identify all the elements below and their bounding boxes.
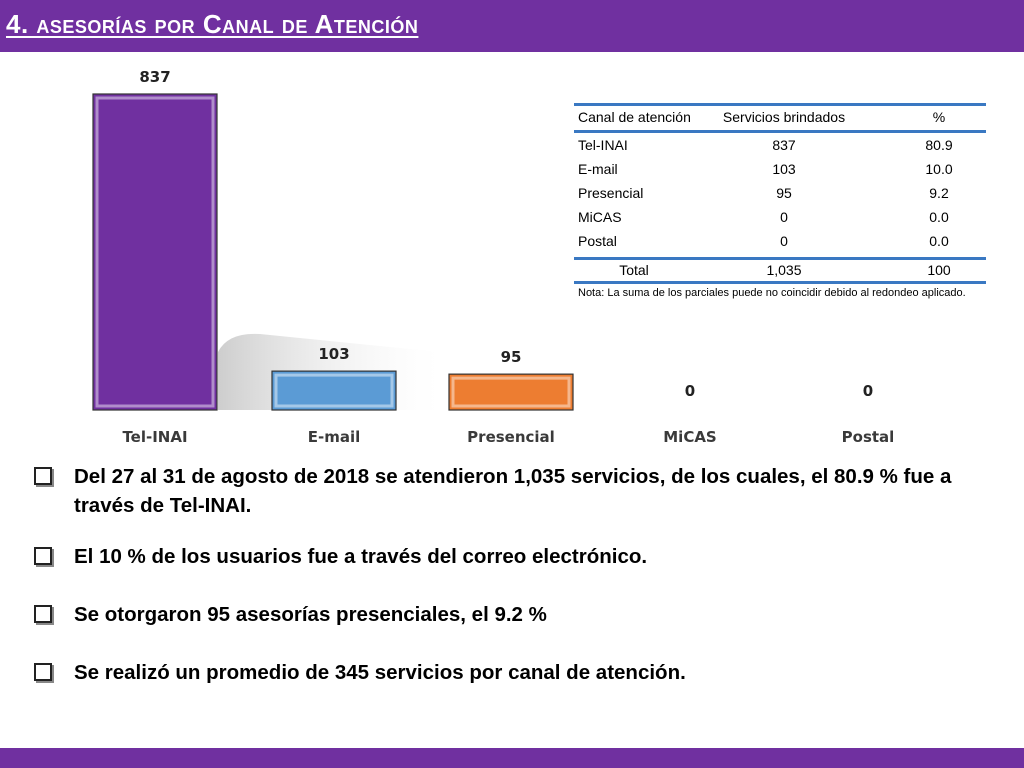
category-label: MiCAS	[663, 428, 717, 446]
slide-title: 4. asesorías por Canal de Atención	[6, 9, 419, 39]
category-label: Presencial	[467, 428, 555, 446]
table-note: Nota: La suma de los parciales puede no …	[578, 287, 966, 299]
table-cell: 837	[772, 137, 796, 153]
table-cell: MiCAS	[578, 209, 622, 225]
table-cell: E-mail	[578, 161, 618, 177]
data-label: 95	[501, 348, 522, 366]
bar-bevel	[451, 376, 571, 408]
checkbox-bullet-icon	[34, 547, 52, 565]
data-label: 0	[863, 382, 873, 400]
bullet-item: Se realizó un promedio de 345 servicios …	[34, 658, 1006, 687]
table-cell: Postal	[578, 233, 617, 249]
category-label: Tel-INAI	[122, 428, 187, 446]
table-header-cell: Canal de atención	[578, 109, 691, 125]
table-header-cell: Servicios brindados	[722, 109, 846, 125]
bullet-text: El 10 % de los usuarios fue a través del…	[74, 545, 648, 568]
table-cell: 0.0	[929, 233, 949, 249]
summary-table: Canal de atención Servicios brindados % …	[574, 103, 986, 284]
bullet-list: Del 27 al 31 de agosto de 2018 se atendi…	[34, 462, 1006, 687]
bar	[271, 370, 397, 411]
table-total-cell: 100	[927, 262, 951, 278]
table-cell: 0	[780, 209, 788, 225]
table-header-cell: %	[932, 109, 946, 125]
table-total-row: Total 1,035 100	[574, 257, 986, 284]
bullet-text: Del 27 al 31 de agosto de 2018 se atendi…	[74, 465, 952, 517]
table-cell: Tel-INAI	[578, 137, 628, 153]
table-cell: 103	[772, 161, 796, 177]
table-row: E-mail 103 10.0	[574, 157, 986, 181]
bar-bevel	[95, 96, 215, 408]
table-header-row: Canal de atención Servicios brindados %	[574, 103, 986, 133]
data-label: 0	[685, 382, 695, 400]
category-label: E-mail	[308, 428, 361, 446]
table-cell: 95	[776, 185, 792, 201]
table-cell: Presencial	[578, 185, 644, 201]
table-row: Postal 0 0.0	[574, 229, 986, 253]
checkbox-bullet-icon	[34, 467, 52, 485]
table-cell: 9.2	[929, 185, 949, 201]
data-label: 837	[139, 68, 170, 86]
table-row: Tel-INAI 837 80.9	[574, 133, 986, 157]
table-cell: 80.9	[925, 137, 953, 153]
data-label: 103	[318, 345, 349, 363]
bar	[448, 373, 574, 411]
bar	[92, 93, 218, 411]
table-total-cell: 1,035	[766, 262, 802, 278]
bullet-item: Se otorgaron 95 asesorías presenciales, …	[34, 600, 1006, 629]
bullet-item: El 10 % de los usuarios fue a través del…	[34, 542, 1006, 571]
category-label: Postal	[842, 428, 895, 446]
table-cell: 0	[780, 233, 788, 249]
bar-chart: 837 Tel-INAI 103 E-mail 95 Presencial 0 MiCAS 0 P…	[92, 68, 895, 446]
bullet-item: Del 27 al 31 de agosto de 2018 se atendi…	[34, 462, 1006, 520]
bullet-text: Se realizó un promedio de 345 servicios …	[74, 661, 686, 684]
table-cell: 10.0	[925, 161, 953, 177]
table-cell: 0.0	[929, 209, 949, 225]
table-row: Presencial 95 9.2	[574, 181, 986, 205]
bar-bevel	[274, 373, 394, 408]
table-total-cell: Total	[619, 262, 649, 278]
bullet-text: Se otorgaron 95 asesorías presenciales, …	[74, 603, 547, 626]
checkbox-bullet-icon	[34, 605, 52, 623]
checkbox-bullet-icon	[34, 663, 52, 681]
footer-bar	[0, 748, 1024, 768]
table-row: MiCAS 0 0.0	[574, 205, 986, 229]
title-bar: 4. asesorías por Canal de Atención	[0, 0, 1024, 52]
